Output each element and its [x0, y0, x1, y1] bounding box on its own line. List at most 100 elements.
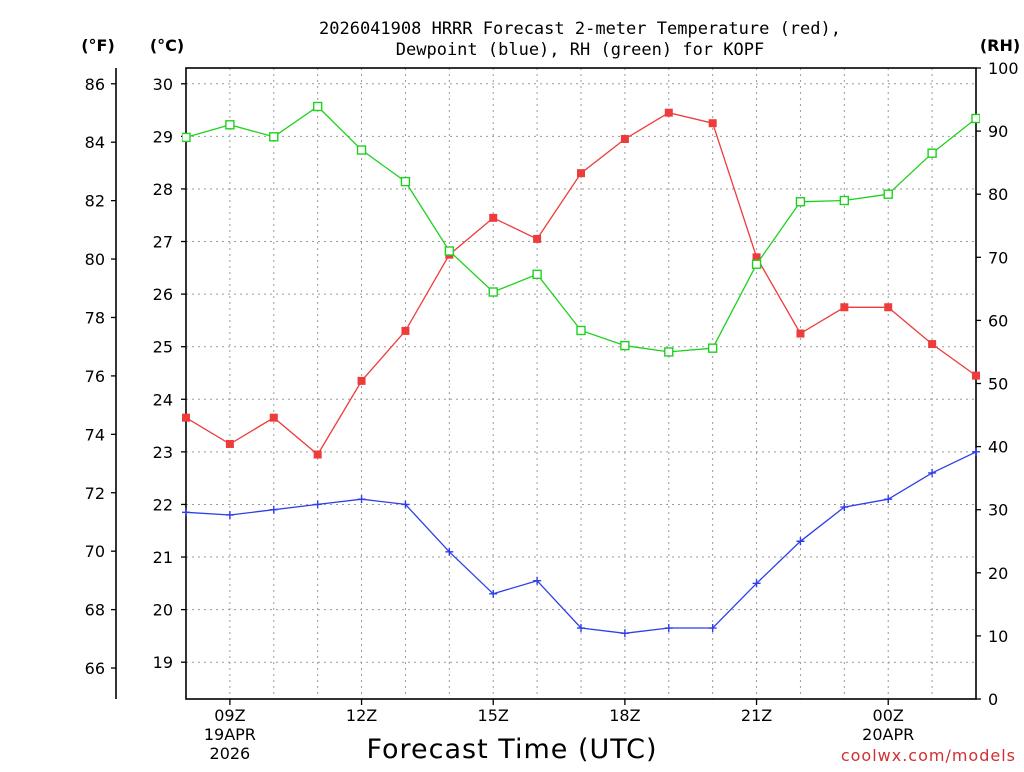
fahrenheit-tick-label: 86: [85, 75, 105, 94]
rh-tick-label: 100: [988, 59, 1019, 78]
fahrenheit-tick-label: 66: [85, 659, 105, 678]
rh-point: [927, 148, 937, 158]
rh-tick-label: 20: [988, 564, 1008, 583]
dewpoint-point: [708, 624, 717, 633]
dewpoint-point: [840, 503, 849, 512]
data-series: [182, 101, 980, 638]
fahrenheit-tick-label: 84: [85, 133, 105, 152]
rh-axis-unit: (RH): [980, 36, 1020, 55]
rh-point: [532, 269, 542, 280]
celsius-tick-label: 27: [153, 233, 173, 252]
celsius-tick-label: 26: [153, 285, 173, 304]
temperature-point: [357, 376, 366, 385]
rh-tick-label: 30: [988, 501, 1008, 520]
rh-series: [182, 101, 980, 357]
x-axis-label: Forecast Time (UTC): [366, 734, 657, 765]
rh-tick-label: 10: [988, 627, 1008, 646]
rh-point: [356, 145, 367, 155]
fahrenheit-tick-label: 68: [85, 601, 105, 620]
rh-point: [620, 340, 630, 351]
celsius-tick-label: 30: [153, 75, 173, 94]
rh-point: [839, 195, 850, 206]
fahrenheit-tick-label: 72: [85, 484, 105, 503]
rh-tick-label: 0: [988, 690, 998, 709]
temperature-point: [840, 303, 849, 312]
dewpoint-point: [884, 495, 893, 504]
rh-point: [751, 259, 762, 269]
temperature-point: [182, 413, 190, 422]
rh-tick-label: 50: [988, 375, 1008, 394]
temperature-point: [708, 119, 717, 128]
dewpoint-point: [796, 537, 805, 546]
temperature-point: [620, 134, 629, 143]
temperature-point: [884, 303, 893, 312]
rh-point: [444, 246, 455, 256]
x-tick-label: 09Z: [214, 706, 245, 725]
tick-labels: 19 20 21 22 23 24 25 26 27 28 29 30 66 68 70 72 74 76 78 80…: [85, 59, 1019, 763]
fahrenheit-tick-label: 78: [85, 308, 105, 327]
temperature-point: [577, 169, 585, 178]
source-credit: coolwx.com/models: [841, 746, 1016, 765]
dewpoint-point: [533, 576, 542, 585]
x-tick-label: 18Z: [609, 706, 640, 725]
celsius-axis-unit: (°C): [150, 36, 184, 55]
x-tick-year: 2026: [210, 744, 251, 763]
rh-point: [400, 176, 411, 187]
chart-title-line-2: Dewpoint (blue), RH (green) for KOPF: [396, 40, 764, 60]
dewpoint-point: [225, 510, 234, 519]
x-tick-date: 19APR: [204, 725, 256, 744]
fahrenheit-tick-label: 70: [85, 542, 105, 561]
x-tick-label: 15Z: [478, 706, 509, 725]
x-tick-label: 21Z: [741, 706, 772, 725]
rh-tick-label: 40: [988, 438, 1008, 457]
dewpoint-point: [401, 500, 410, 509]
dewpoint-point: [664, 624, 673, 633]
temperature-line: [185, 112, 977, 456]
temperature-point: [269, 413, 278, 422]
rh-point: [488, 287, 498, 297]
dewpoint-point: [445, 547, 454, 556]
temperature-point: [972, 371, 980, 380]
celsius-tick-label: 19: [153, 653, 173, 672]
fahrenheit-tick-label: 82: [85, 192, 105, 211]
dewpoint-point: [928, 468, 937, 477]
rh-point: [664, 347, 674, 357]
temperature-point: [533, 234, 542, 243]
gridlines: [186, 68, 976, 699]
temperature-point: [225, 439, 234, 448]
celsius-tick-label: 25: [153, 338, 173, 357]
celsius-tick-label: 22: [153, 495, 173, 514]
rh-point: [707, 343, 718, 353]
dewpoint-point: [269, 505, 278, 514]
celsius-tick-label: 23: [153, 443, 173, 462]
celsius-tick-label: 21: [153, 548, 173, 567]
dewpoint-point: [489, 589, 498, 598]
rh-point: [971, 113, 980, 124]
rh-point: [795, 197, 806, 207]
rh-tick-label: 60: [988, 311, 1008, 330]
rh-tick-label: 80: [988, 185, 1008, 204]
rh-point: [883, 189, 893, 199]
temperature-point: [796, 329, 805, 338]
dewpoint-point: [577, 624, 585, 633]
dewpoint-point: [972, 447, 980, 456]
rh-point: [576, 325, 586, 336]
fahrenheit-tick-label: 74: [85, 425, 105, 444]
x-tick-label: 00Z: [873, 706, 904, 725]
celsius-tick-label: 29: [153, 127, 173, 146]
temperature-point: [489, 213, 498, 222]
rh-point: [182, 132, 191, 143]
x-tick-label: 12Z: [346, 706, 377, 725]
rh-point: [312, 101, 323, 112]
temperature-point: [313, 450, 322, 459]
rh-tick-label: 90: [988, 122, 1008, 141]
celsius-tick-label: 24: [153, 390, 173, 409]
celsius-tick-label: 28: [153, 180, 173, 199]
temperature-series: [182, 108, 980, 459]
fahrenheit-tick-label: 76: [85, 367, 105, 386]
dewpoint-point: [620, 629, 629, 638]
rh-point: [225, 120, 235, 130]
x-tick-date: 20APR: [862, 725, 914, 744]
fahrenheit-axis-unit: (°F): [81, 36, 115, 55]
